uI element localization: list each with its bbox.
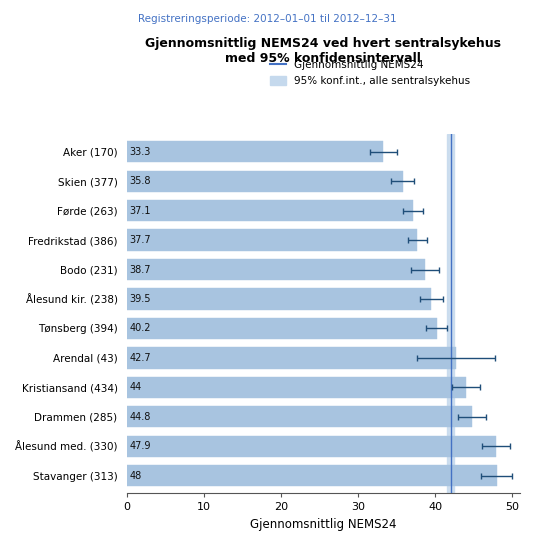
Bar xyxy=(127,465,497,486)
Legend: Gjennomsnittlig NEMS24, 95% konf.int., alle sentralsykehus: Gjennomsnittlig NEMS24, 95% konf.int., a… xyxy=(270,60,470,86)
Bar xyxy=(127,141,384,162)
Bar xyxy=(127,406,472,428)
Text: 42.7: 42.7 xyxy=(129,353,151,363)
Text: Registreringsperiode: 2012–01–01 til 2012–12–31: Registreringsperiode: 2012–01–01 til 201… xyxy=(138,14,397,23)
Bar xyxy=(127,288,431,310)
Text: 35.8: 35.8 xyxy=(129,176,151,186)
Text: 48: 48 xyxy=(129,471,142,480)
Text: 47.9: 47.9 xyxy=(129,441,151,452)
Text: 39.5: 39.5 xyxy=(129,294,151,304)
Text: 40.2: 40.2 xyxy=(129,323,151,334)
Text: 44: 44 xyxy=(129,382,142,393)
Bar xyxy=(447,134,454,494)
Bar xyxy=(127,170,403,192)
Bar xyxy=(127,229,417,251)
Bar xyxy=(127,377,466,398)
Bar xyxy=(127,318,437,339)
Title: Gjennomsnittlig NEMS24 ved hvert sentralsykehus
med 95% konfidensintervall: Gjennomsnittlig NEMS24 ved hvert sentral… xyxy=(146,37,501,65)
X-axis label: Gjennomsnittlig NEMS24: Gjennomsnittlig NEMS24 xyxy=(250,518,396,531)
Text: 33.3: 33.3 xyxy=(129,147,151,157)
Text: 44.8: 44.8 xyxy=(129,412,151,422)
Bar xyxy=(127,436,496,457)
Bar xyxy=(127,259,425,280)
Bar xyxy=(127,347,456,369)
Bar xyxy=(127,200,413,221)
Text: 37.7: 37.7 xyxy=(129,235,151,245)
Text: 38.7: 38.7 xyxy=(129,265,151,275)
Text: 37.1: 37.1 xyxy=(129,206,151,216)
